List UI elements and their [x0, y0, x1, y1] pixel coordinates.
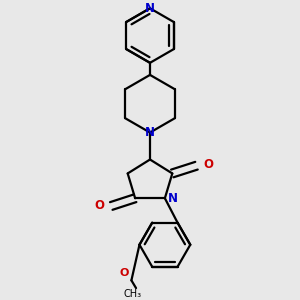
- Text: N: N: [145, 2, 155, 15]
- Text: O: O: [120, 268, 129, 278]
- Text: O: O: [203, 158, 213, 171]
- Text: N: N: [168, 192, 178, 205]
- Text: CH₃: CH₃: [124, 289, 142, 299]
- Text: N: N: [145, 126, 155, 139]
- Text: O: O: [94, 200, 104, 212]
